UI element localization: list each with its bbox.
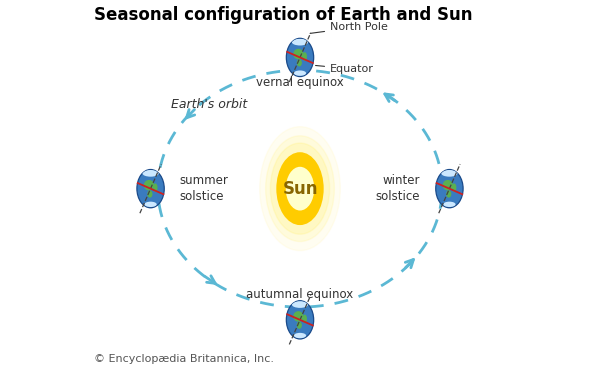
Ellipse shape: [294, 70, 306, 76]
Text: Sun: Sun: [282, 180, 318, 198]
Ellipse shape: [260, 127, 340, 250]
Ellipse shape: [293, 49, 304, 59]
Text: Earth's orbit: Earth's orbit: [171, 98, 247, 111]
Ellipse shape: [443, 180, 453, 191]
Ellipse shape: [271, 143, 329, 234]
Ellipse shape: [302, 314, 307, 323]
Ellipse shape: [137, 169, 164, 208]
Text: Equator: Equator: [316, 64, 374, 74]
Text: © Encyclopædia Britannica, Inc.: © Encyclopædia Britannica, Inc.: [94, 354, 274, 364]
Text: North Pole: North Pole: [310, 22, 388, 33]
Text: autumnal equinox: autumnal equinox: [247, 288, 353, 301]
Ellipse shape: [292, 301, 308, 308]
Text: winter
solstice: winter solstice: [376, 174, 420, 203]
Ellipse shape: [153, 184, 158, 192]
Ellipse shape: [292, 39, 308, 46]
Ellipse shape: [266, 136, 334, 242]
Text: summer
solstice: summer solstice: [180, 174, 229, 203]
Ellipse shape: [452, 184, 457, 192]
Ellipse shape: [286, 38, 314, 77]
Ellipse shape: [145, 202, 157, 207]
Ellipse shape: [436, 169, 463, 208]
Ellipse shape: [286, 301, 314, 339]
Text: vernal equinox: vernal equinox: [256, 77, 344, 90]
Ellipse shape: [142, 170, 159, 177]
Ellipse shape: [293, 311, 304, 322]
Ellipse shape: [286, 167, 314, 211]
Ellipse shape: [297, 322, 302, 329]
Ellipse shape: [446, 191, 451, 198]
Text: Seasonal configuration of Earth and Sun: Seasonal configuration of Earth and Sun: [94, 6, 473, 24]
Ellipse shape: [144, 180, 154, 191]
Ellipse shape: [443, 202, 455, 207]
Ellipse shape: [147, 191, 152, 198]
Ellipse shape: [302, 52, 307, 61]
Ellipse shape: [297, 59, 302, 67]
Ellipse shape: [441, 170, 458, 177]
Ellipse shape: [277, 152, 323, 225]
Ellipse shape: [294, 333, 306, 338]
